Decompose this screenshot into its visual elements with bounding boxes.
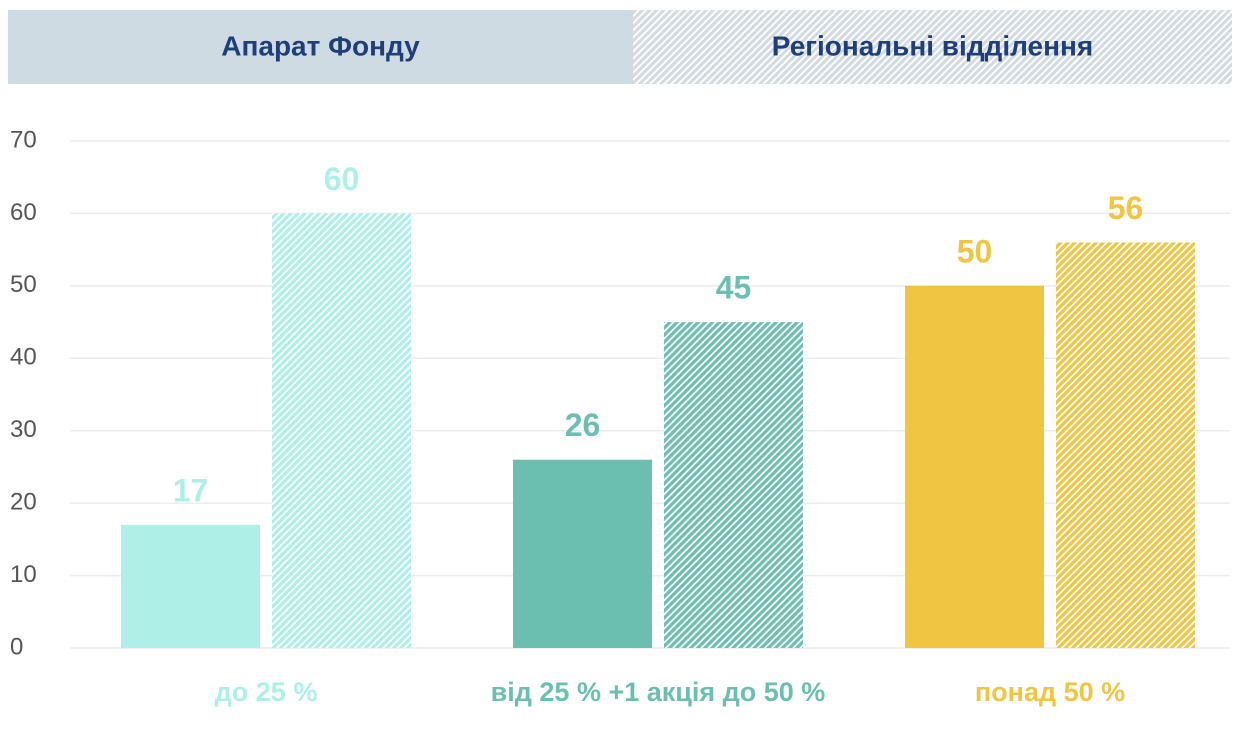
y-tick-label: 50 xyxy=(10,271,37,298)
x-tick-label-box: понад 50 % xyxy=(974,677,1126,707)
value-label: 26 xyxy=(565,407,601,443)
bar-hatched xyxy=(1056,242,1195,648)
value-label: 56 xyxy=(1108,190,1144,226)
value-label: 50 xyxy=(957,233,993,269)
y-tick-label: 0 xyxy=(10,633,23,660)
x-tick-label-box: від 25 % +1 акція до 50 % xyxy=(490,677,826,707)
legend-box xyxy=(633,10,1232,84)
x-tick-label: понад 50 % xyxy=(974,677,1126,707)
y-tick-label: 60 xyxy=(10,199,37,226)
value-label: 60 xyxy=(324,161,360,197)
y-tick-label: 70 xyxy=(10,126,37,153)
x-tick-label-box: до 25 % xyxy=(214,677,318,707)
bar xyxy=(513,459,652,648)
x-tick-label: від 25 % +1 акція до 50 % xyxy=(490,677,826,707)
x-tick-label: до 25 % xyxy=(214,677,318,707)
bar-hatched xyxy=(664,322,803,648)
bar xyxy=(121,524,260,648)
y-tick-label: 30 xyxy=(10,416,37,443)
legend-label: Регіональні відділення xyxy=(772,30,1094,61)
legend-box xyxy=(8,10,633,84)
bar xyxy=(905,285,1044,648)
bar-hatched xyxy=(272,213,411,648)
y-tick-label: 20 xyxy=(10,488,37,515)
y-tick-label: 10 xyxy=(10,561,37,588)
value-label: 17 xyxy=(173,472,209,508)
value-label: 45 xyxy=(716,270,752,306)
legend-label: Апарат Фонду xyxy=(221,30,420,61)
y-tick-label: 40 xyxy=(10,344,37,371)
